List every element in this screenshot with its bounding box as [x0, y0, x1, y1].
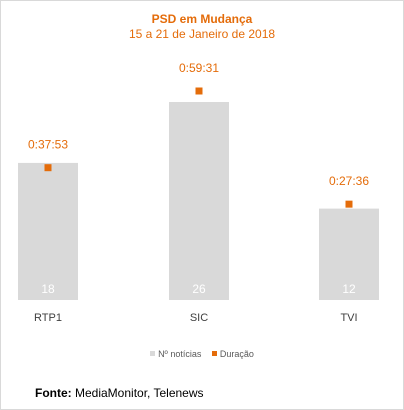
legend-item-duracao: Duração	[211, 349, 254, 359]
legend-swatch-noticias	[150, 351, 156, 357]
x-tick-label-sic: SIC	[190, 312, 208, 324]
duration-label-tvi: 0:27:36	[329, 174, 369, 188]
duration-label-sic: 0:59:31	[179, 61, 219, 75]
legend-item-noticias: Nº notícias	[150, 349, 201, 359]
legend-label-noticias: Nº notícias	[158, 349, 202, 359]
source-label: Fonte:	[35, 386, 72, 400]
bar-sic	[169, 102, 229, 300]
duration-marker-rtp1	[44, 164, 52, 172]
legend-label-duracao: Duração	[219, 349, 254, 359]
bar-tvi	[319, 208, 379, 300]
chart-title: PSD em Mudança	[151, 12, 253, 26]
legend-swatch-duracao	[211, 351, 217, 357]
bar-value-label-tvi: 12	[342, 282, 356, 296]
source-note: Fonte: MediaMonitor, Telenews	[35, 386, 204, 400]
x-tick-label-rtp1: RTP1	[34, 312, 62, 324]
chart-subtitle: 15 a 21 de Janeiro de 2018	[128, 27, 276, 41]
x-tick-label-tvi: TVI	[340, 312, 357, 324]
bar-value-label-rtp1: 18	[41, 282, 55, 296]
source-text: MediaMonitor, Telenews	[75, 386, 204, 400]
duration-label-rtp1: 0:37:53	[28, 138, 68, 152]
bar-value-label-sic: 26	[192, 282, 206, 296]
chart-legend: Nº notícias Duração	[0, 349, 404, 359]
bar-rtp1	[18, 162, 78, 300]
duration-marker-tvi	[345, 200, 353, 208]
duration-marker-sic	[195, 87, 203, 95]
